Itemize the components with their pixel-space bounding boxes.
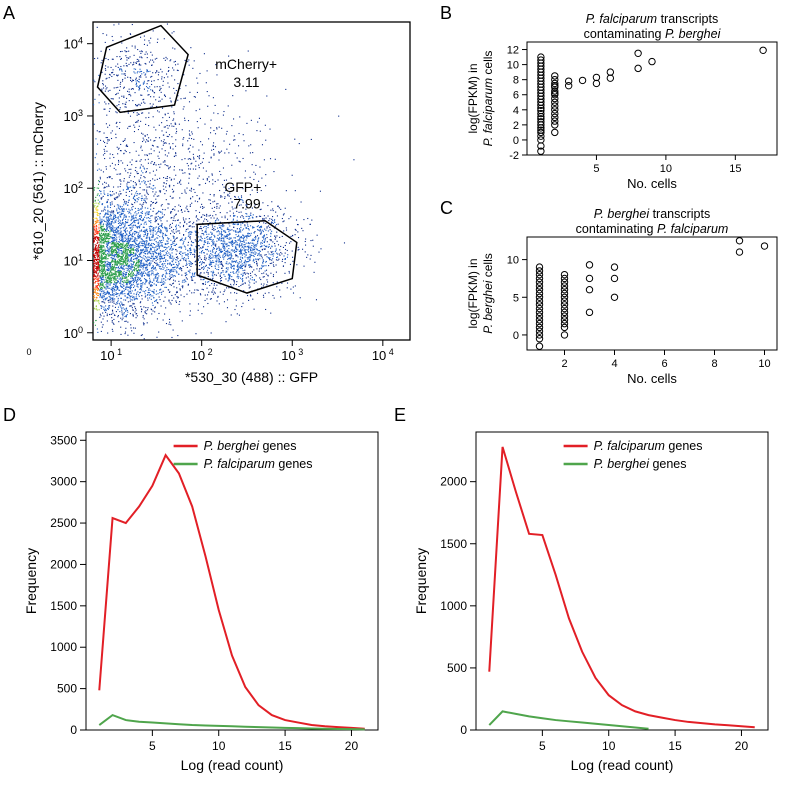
panel-a-flow-cytometry: mCherry+3.11GFP+7.9910 010 110 210 310 4…	[25, 12, 420, 392]
panel-c-scatter: P. berghei transcriptscontaminating P. f…	[465, 205, 785, 390]
panel-d-histogram: 51015200500100015002000250030003500Log (…	[20, 420, 390, 780]
panel-label-e: E	[394, 405, 406, 426]
panel-e-histogram: 51015200500100015002000Log (read count)F…	[410, 420, 780, 780]
panel-label-c: C	[440, 198, 453, 219]
panel-label-d: D	[3, 405, 16, 426]
panel-b-scatter: P. falciparum transcriptscontaminating P…	[465, 10, 785, 195]
panel-label-a: A	[3, 3, 15, 24]
panel-label-b: B	[440, 3, 452, 24]
